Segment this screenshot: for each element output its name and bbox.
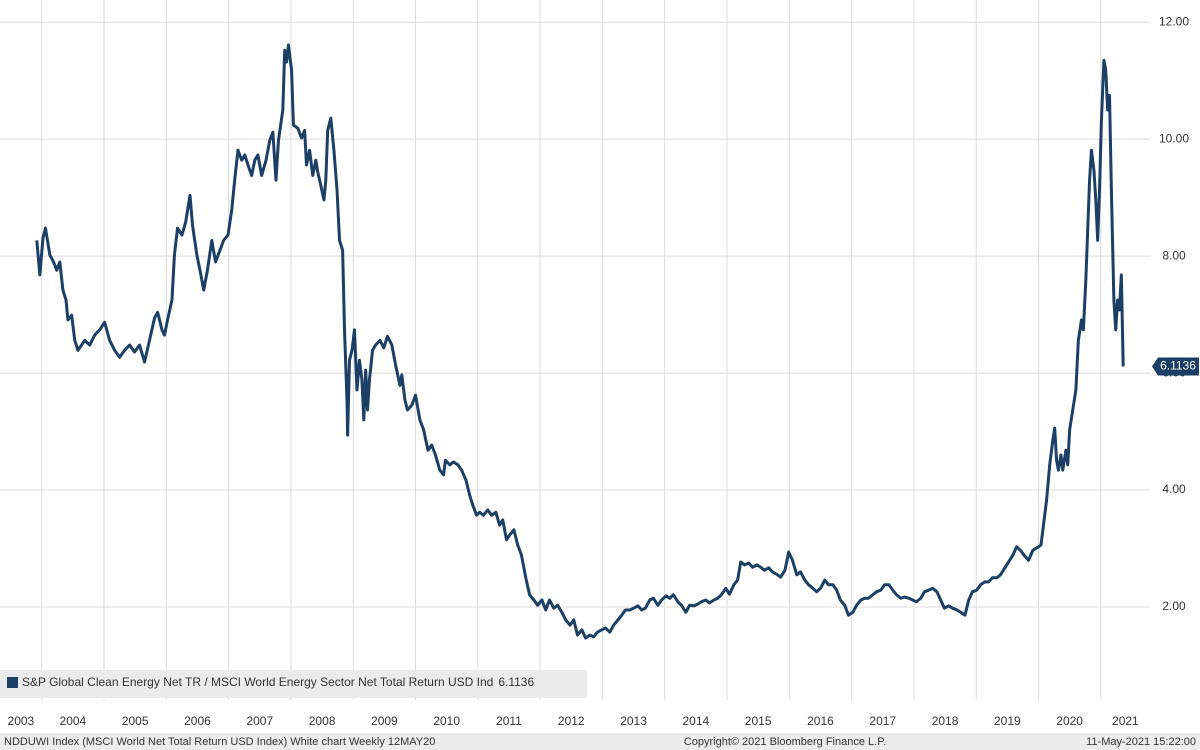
last-value-label: 6.1136: [1160, 359, 1196, 373]
x-tick-label: 2006: [184, 714, 211, 728]
x-tick-label: 2016: [807, 714, 834, 728]
x-tick-label: 2014: [683, 714, 710, 728]
footer-band: [0, 733, 1200, 750]
y-tick-label: 2.00: [1162, 599, 1186, 613]
y-tick-label: 10.00: [1159, 131, 1189, 145]
legend-entry: S&P Global Clean Energy Net TR / MSCI Wo…: [22, 675, 493, 689]
footer-right: 11-May-2021 15:22:00: [1086, 736, 1196, 748]
legend-box: [0, 670, 587, 698]
footer-center: Copyright© 2021 Bloomberg Finance L.P.: [684, 736, 886, 748]
x-tick-label: 2012: [558, 714, 585, 728]
x-tick-label: 2017: [869, 714, 896, 728]
last-value-tag: [1152, 357, 1199, 376]
x-tick-label: 2020: [1056, 714, 1083, 728]
x-tick-label: 2007: [246, 714, 273, 728]
x-tick-label: 2018: [932, 714, 959, 728]
y-tick-label: 12.00: [1159, 14, 1189, 28]
x-tick-label: 2003: [8, 714, 35, 728]
x-tick-label: 2004: [60, 714, 87, 728]
x-tick-label: 2019: [994, 714, 1021, 728]
x-tick-label: 2013: [620, 714, 647, 728]
plot: [35, 43, 1125, 640]
line: [35, 43, 1125, 640]
grid: [0, 0, 1150, 700]
legend-swatch: [7, 677, 18, 688]
x-tick-label: 2011: [496, 714, 522, 728]
x-tick-label: 2008: [309, 714, 336, 728]
footer-left: NDDUWI Index (MSCI World Net Total Retur…: [4, 736, 435, 748]
x-tick-label: 2009: [371, 714, 398, 728]
x-tick-label: 2015: [745, 714, 772, 728]
y-tick-label: 4.00: [1162, 482, 1186, 496]
x-tick-label: 2010: [433, 714, 460, 728]
x-tick-label: 2005: [122, 714, 149, 728]
x-tick-label: 2021: [1112, 714, 1139, 728]
legend-value: 6.1136: [498, 675, 534, 689]
y-tick-label: 8.00: [1162, 248, 1186, 262]
